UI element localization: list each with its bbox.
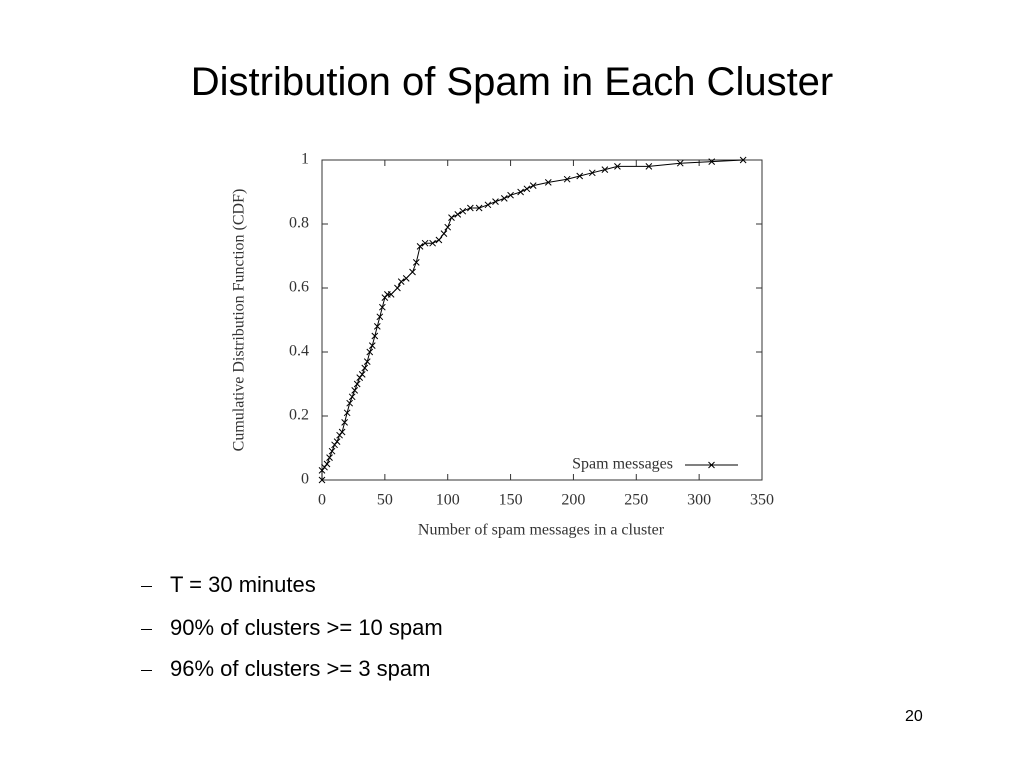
- chart: Number of spam messages in a cluster Cum…: [231, 151, 774, 539]
- point-marker: [351, 387, 359, 394]
- point-marker: [484, 201, 492, 209]
- point-marker: [500, 195, 508, 202]
- point-marker: [343, 409, 351, 417]
- point-marker: [429, 239, 436, 247]
- point-marker: [363, 358, 371, 365]
- x-tick-label: 150: [499, 492, 523, 509]
- point-marker: [440, 230, 448, 237]
- point-marker: [373, 323, 381, 330]
- point-marker: [507, 191, 514, 199]
- x-axis-label: Number of spam messages in a cluster: [418, 522, 665, 539]
- point-marker: [421, 239, 429, 247]
- y-tick-label: 0: [301, 471, 309, 488]
- point-marker: [708, 158, 716, 165]
- point-marker: [361, 364, 369, 372]
- point-marker: [368, 342, 376, 349]
- point-marker: [544, 179, 552, 186]
- point-marker: [326, 454, 333, 461]
- point-marker: [338, 428, 346, 436]
- bullet-dash: [141, 670, 152, 671]
- x-tick-label: 350: [750, 492, 774, 509]
- point-marker: [397, 278, 405, 285]
- legend-label: Spam messages: [572, 456, 673, 473]
- point-marker: [492, 198, 499, 205]
- point-marker: [459, 207, 467, 215]
- point-marker: [466, 204, 474, 212]
- x-tick-label: 100: [436, 492, 460, 509]
- bullet-dash: [141, 629, 152, 630]
- point-marker: [475, 204, 483, 212]
- bullet-dash: [141, 586, 152, 587]
- point-marker: [348, 393, 356, 401]
- point-marker: [601, 166, 609, 173]
- point-marker: [517, 188, 524, 196]
- point-marker: [328, 447, 336, 455]
- x-tick-label: 200: [561, 492, 585, 509]
- plot-frame: [321, 159, 763, 481]
- point-marker: [371, 332, 379, 340]
- x-tick-label: 0: [318, 492, 326, 509]
- point-marker: [353, 380, 361, 388]
- point-marker: [454, 211, 462, 218]
- x-tick-label: 300: [687, 492, 711, 509]
- y-tick-label: 0.8: [289, 215, 309, 232]
- point-marker: [435, 236, 443, 244]
- point-marker: [376, 313, 384, 321]
- point-marker: [529, 182, 537, 189]
- point-marker: [739, 156, 747, 164]
- point-marker: [346, 399, 354, 407]
- x-tick-label: 250: [624, 492, 648, 509]
- page-number: 20: [905, 708, 923, 725]
- point-marker: [402, 275, 410, 282]
- point-marker: [523, 185, 531, 193]
- legend-marker: [708, 461, 715, 469]
- bullet: T = 30 minutes: [170, 572, 316, 597]
- point-marker: [576, 172, 584, 180]
- point-marker: [378, 303, 386, 311]
- y-axis-label: Cumulative Distribution Function (CDF): [231, 189, 248, 452]
- point-marker: [614, 163, 621, 170]
- point-marker: [394, 284, 401, 292]
- point-marker: [318, 476, 326, 484]
- point-marker: [444, 223, 452, 231]
- point-marker: [412, 259, 420, 266]
- point-marker: [416, 243, 424, 250]
- point-marker: [645, 163, 653, 170]
- point-marker: [563, 175, 571, 183]
- series-line: [321, 159, 744, 480]
- y-tick-label: 0.6: [289, 279, 309, 296]
- point-marker: [409, 268, 416, 276]
- y-tick-label: 1: [301, 151, 309, 168]
- y-tick-label: 0.2: [289, 407, 309, 424]
- point-marker: [387, 291, 395, 298]
- point-marker: [588, 169, 596, 177]
- bullet: 90% of clusters >= 10 spam: [170, 615, 443, 640]
- point-marker: [341, 419, 348, 426]
- point-marker: [676, 159, 684, 167]
- slide-title: Distribution of Spam in Each Cluster: [190, 60, 834, 104]
- point-marker: [323, 460, 331, 468]
- point-marker: [448, 214, 455, 221]
- x-tick-label: 50: [377, 492, 393, 509]
- point-marker: [358, 371, 366, 378]
- y-tick-label: 0.4: [289, 343, 309, 360]
- point-marker: [366, 348, 374, 356]
- bullet: 96% of clusters >= 3 spam: [170, 656, 431, 681]
- point-marker: [333, 438, 341, 445]
